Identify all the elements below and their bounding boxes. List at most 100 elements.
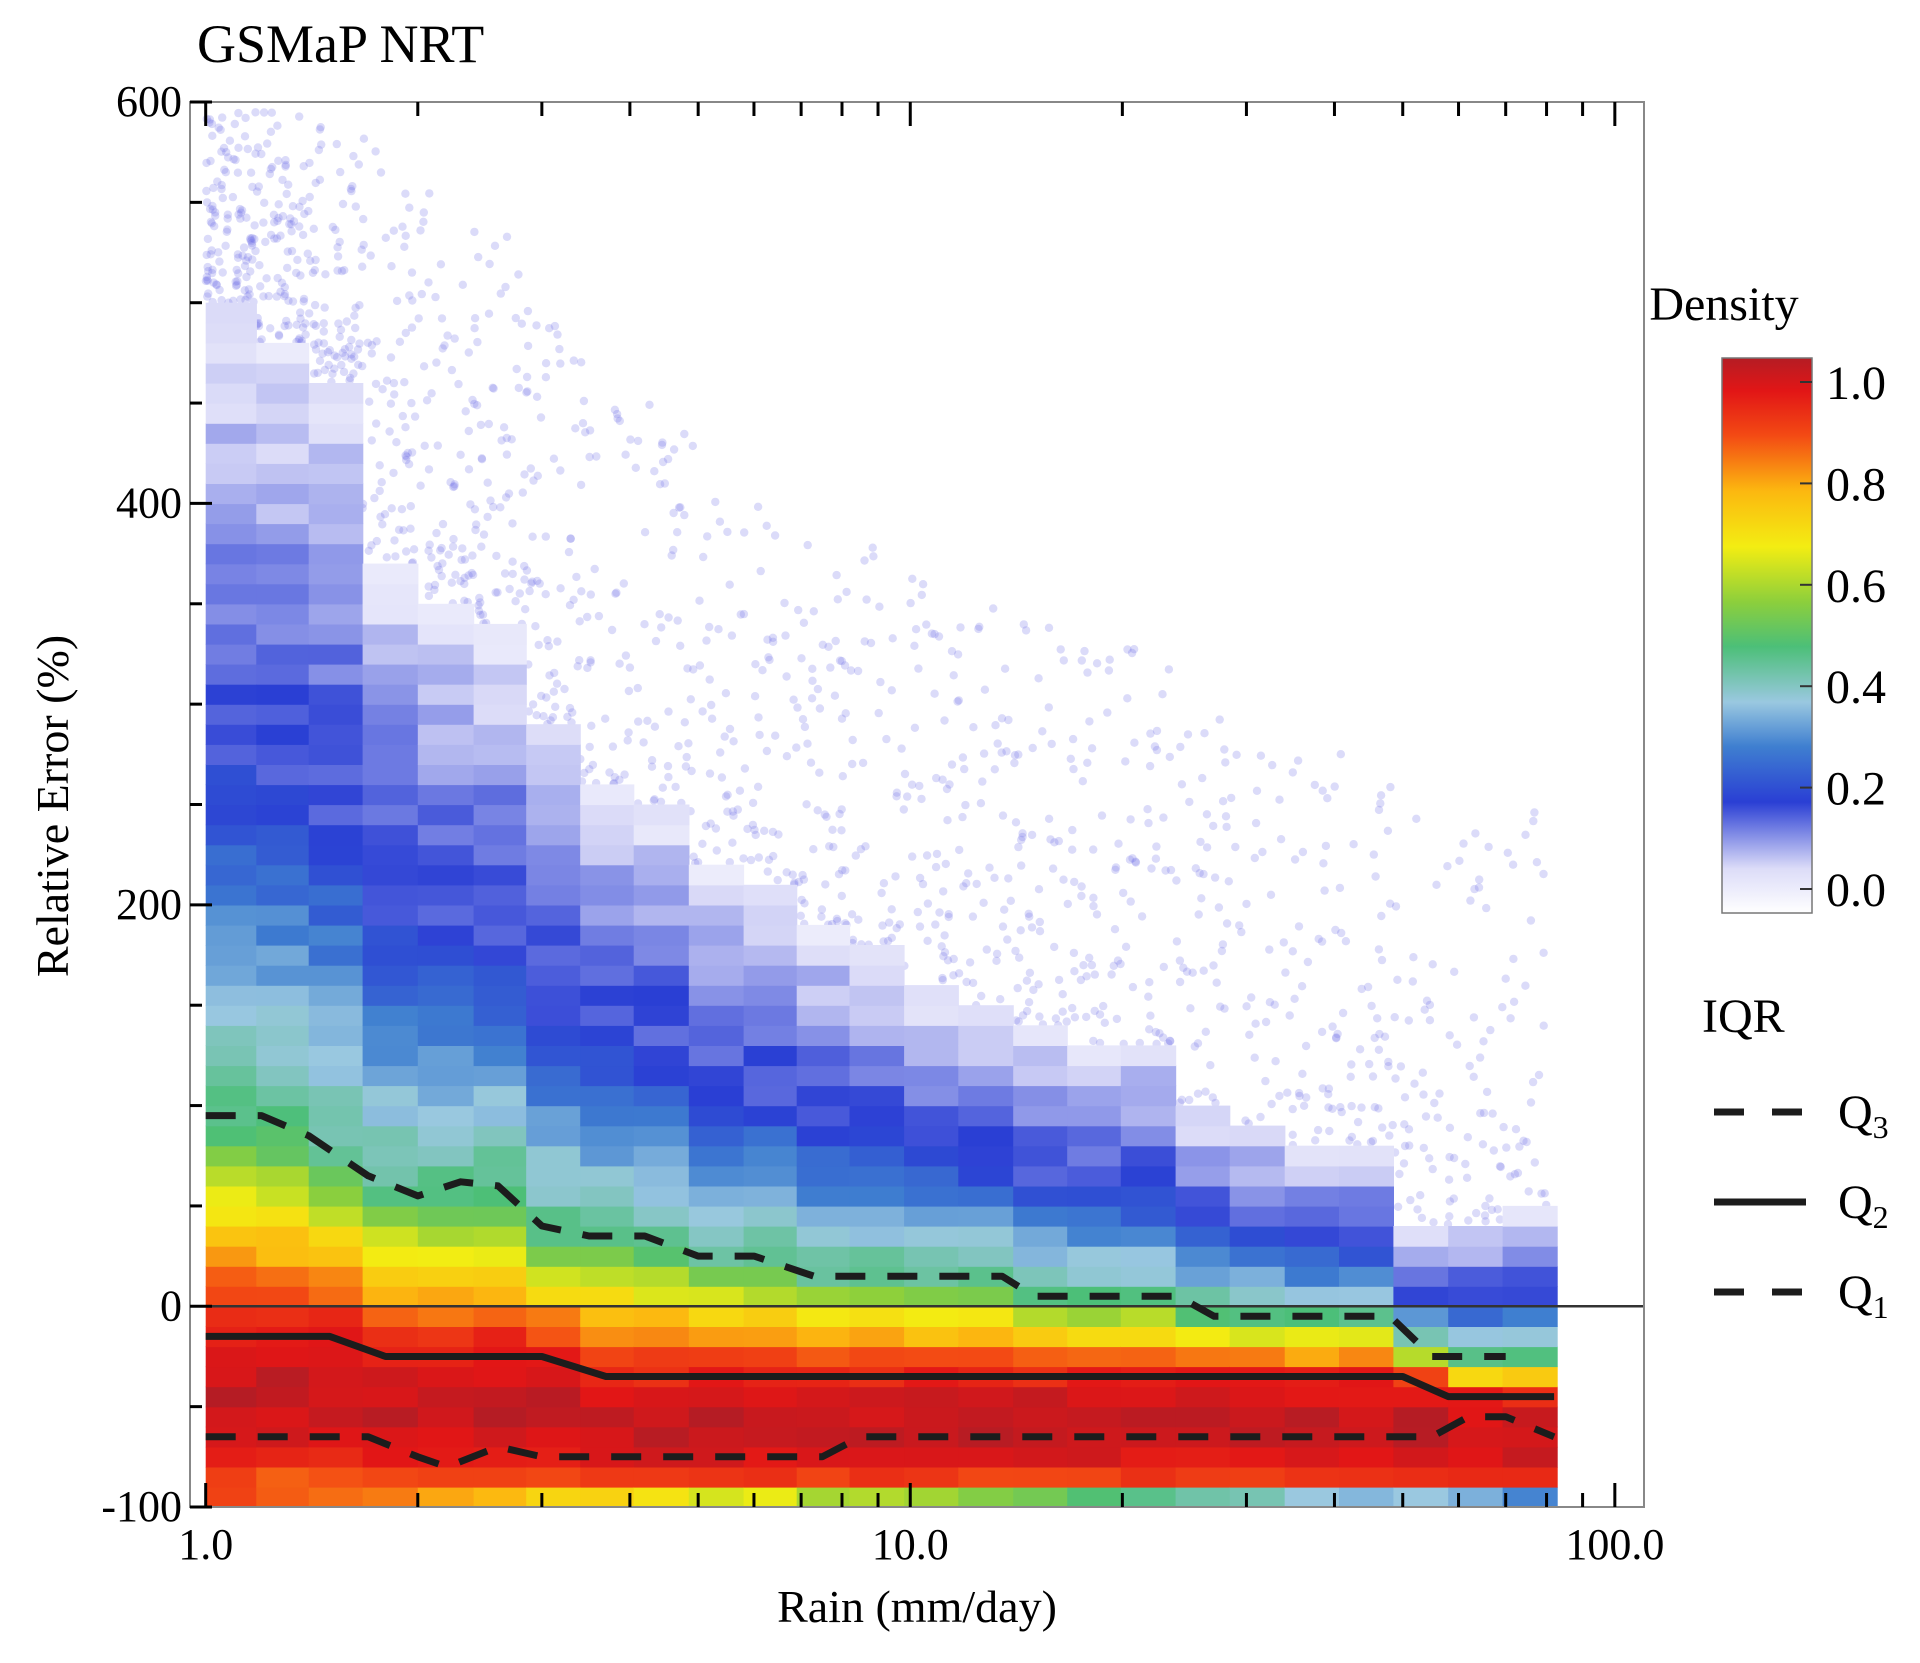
scatter-point [345,376,354,385]
heatmap-cell [473,643,527,665]
scatter-point [342,317,351,326]
scatter-point [585,452,594,462]
scatter-point [1220,1004,1229,1013]
scatter-point [432,528,441,538]
heatmap-cell [1448,1306,1504,1327]
heatmap-cell [904,1286,959,1307]
scatter-point [780,598,789,608]
scatter-point [782,868,791,877]
scatter-point [1288,1130,1297,1140]
scatter-point [878,921,887,930]
scatter-point [715,517,725,526]
heatmap-cell [958,1446,1014,1468]
scatter-point [1526,1098,1536,1107]
scatter-point [707,714,717,723]
heatmap-cell [633,1125,690,1147]
scatter-point [223,214,232,223]
scatter-point [1268,760,1277,770]
x-tick-label: 100.0 [1565,1520,1664,1569]
heatmap-cell [205,1366,257,1388]
heatmap-cell [1120,1185,1177,1207]
scatter-point [436,260,446,269]
scatter-point [1022,976,1032,985]
scatter-point [527,579,536,588]
scatter-point [1002,747,1011,756]
scatter-point [284,296,293,305]
scatter-point [1462,1173,1472,1183]
heatmap-cell [308,1085,364,1107]
scatter-point [1211,1098,1220,1108]
scatter-point [1235,921,1244,930]
heatmap-cell [633,1326,690,1348]
scatter-point [205,204,215,214]
heatmap-cell [849,1466,905,1488]
scatter-point [237,206,247,215]
scatter-point [281,156,290,165]
scatter-point [386,353,396,362]
y-axis-label: Relative Error (%) [27,635,78,977]
scatter-point [298,323,308,332]
heatmap-cell [205,1246,257,1267]
scatter-point [300,209,309,219]
heatmap-cell [205,503,257,525]
heatmap-cell [1175,1286,1231,1307]
scatter-point [788,870,797,879]
scatter-point [807,694,817,703]
scatter-point [466,500,475,509]
scatter-point [470,399,479,409]
scatter-point [363,338,373,347]
scatter-point [572,572,581,582]
heatmap-cell [633,824,690,846]
heatmap-cell [526,844,581,866]
heatmap-cell [308,684,364,705]
scatter-point [838,866,847,875]
scatter-point [1495,1215,1505,1224]
heatmap-cell [473,1205,527,1227]
scatter-point [219,143,229,153]
heatmap-cell [417,884,475,906]
scatter-point [267,108,276,117]
heatmap-cell [308,744,364,765]
scatter-point [524,707,534,716]
heatmap-cell [849,1105,905,1127]
scatter-point [571,424,580,433]
heatmap-cell [256,1005,310,1026]
scatter-point [1050,942,1059,952]
scatter-point [315,175,325,184]
scatter-point [295,202,304,211]
heatmap-cell [473,1125,527,1147]
scatter-point [402,452,411,461]
scatter-point [739,854,748,863]
scatter-point [1241,1116,1250,1125]
heatmap-cell [417,965,475,986]
scatter-point [962,977,971,987]
scatter-point [1010,751,1020,760]
scatter-point [1487,1205,1497,1215]
scatter-point [813,684,823,694]
heatmap-cell [743,1346,798,1368]
scatter-point [906,598,915,608]
scatter-point [430,580,440,590]
scatter-point [699,552,708,562]
scatter-point [305,158,314,168]
scatter-point [1349,840,1358,849]
scatter-point [1336,1103,1345,1112]
heatmap-cell [1120,1466,1177,1488]
heatmap-cell [526,1085,581,1107]
heatmap-cell [417,1306,475,1327]
heatmap-cell [417,1005,475,1026]
scatter-point [1530,808,1539,817]
scatter-point [484,419,493,429]
scatter-point [272,234,282,243]
scatter-point [897,744,906,753]
scatter-point [206,250,215,259]
scatter-point [1079,961,1088,970]
scatter-point [548,713,558,722]
heatmap-cell [1284,1446,1340,1468]
scatter-point [590,564,599,574]
heatmap-cell [849,1326,905,1348]
heatmap-cell [473,1246,527,1267]
scatter-point [1463,1133,1473,1142]
scatter-point [250,234,259,244]
scatter-point [689,852,698,861]
